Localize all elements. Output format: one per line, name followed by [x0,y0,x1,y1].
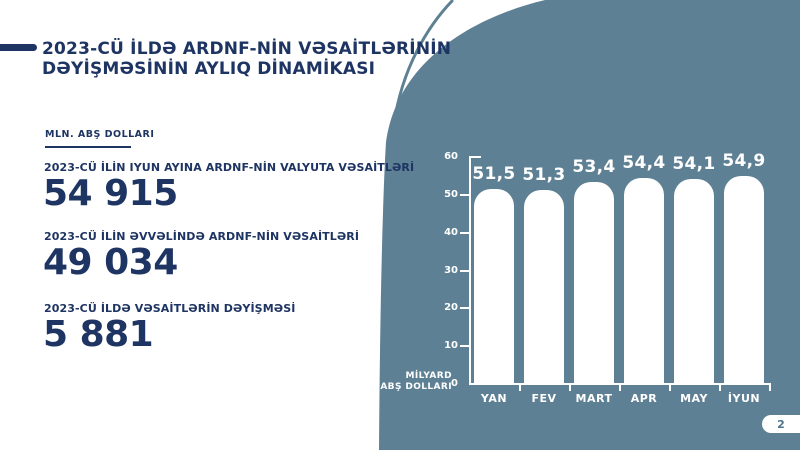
y-axis-top-segment [470,156,481,158]
page-number: 2 [777,417,785,431]
bar-value-label: 54,1 [672,154,716,175]
y-axis-tick-label: 10 [444,340,458,352]
x-axis-tick [519,384,521,391]
y-axis-title-line2: ABŞ DOLLARI [380,382,452,392]
bar-chart: MİLYARD ABŞ DOLLARI 0 10 20 30 40 50 60 51,5 YAN… [380,150,800,430]
bar-value-label: 51,3 [522,164,566,185]
x-axis-tick [619,384,621,391]
stat-value-assets-start-of-year: 49 034 [43,242,178,283]
y-axis-title: MİLYARD ABŞ DOLLARI [380,371,452,393]
bar [524,189,564,384]
y-axis-tick-label: 50 [444,188,458,200]
stat-value-currency-assets-june: 54 915 [43,173,178,214]
page-number-pill: 2 [762,415,800,433]
y-axis-tick-label: 60 [444,151,458,162]
bar-value-label: 54,9 [722,151,766,172]
stat-label-assets-change: 2023-CÜ İLDƏ VƏSAİTLƏRİN DƏYİŞMƏSİ [44,302,296,315]
y-axis-tick [460,307,470,310]
y-axis-title-line1: MİLYARD [405,371,452,381]
x-axis-label: İYUN [727,392,761,405]
x-axis-tick [569,384,571,391]
x-axis-label: FEV [531,392,557,405]
x-axis-tick [719,384,721,391]
y-axis-tick [460,193,470,196]
stat-value-assets-change: 5 881 [43,314,154,355]
bar [574,181,614,384]
x-axis-label: MART [575,392,613,405]
x-axis-tick [669,384,671,391]
y-axis-tick [460,231,470,234]
y-axis-line [469,156,471,385]
y-axis-tick-label: 30 [444,264,458,276]
title-dash-decoration [0,44,37,51]
unit-label-underline [45,146,131,148]
unit-label: MLN. ABŞ DOLLARI [45,129,155,140]
swoosh-arc-icon [392,0,454,126]
x-axis-label: APR [630,392,658,405]
stat-label-currency-assets-june: 2023-CÜ İLİN IYUN AYINA ARDNF-NİN VALYUT… [44,161,415,174]
bar [674,179,714,384]
bar-value-label: 54,4 [622,153,666,174]
y-axis-tick-label: 20 [444,302,458,314]
x-axis-tick [769,384,771,391]
x-axis-label: MAY [680,392,708,405]
y-axis-tick-label: 40 [444,226,458,238]
y-axis-tick-label: 0 [451,378,458,389]
bar-value-label: 51,5 [472,164,516,185]
bar-value-label: 53,4 [572,156,616,177]
y-axis-tick [460,345,470,348]
bar [624,178,664,384]
page-title: 2023-CÜ İLDƏ ARDNF-NİN VƏSAİTLƏRİNİN DƏY… [42,39,451,79]
page-title-line2: DƏYİŞMƏSİNİN AYLIQ DİNAMİKASI [42,59,376,79]
y-axis-tick [460,269,470,272]
page-title-line1: 2023-CÜ İLDƏ ARDNF-NİN VƏSAİTLƏRİNİN [42,39,452,59]
stat-label-assets-start-of-year: 2023-CÜ İLİN ƏVVƏLİNDƏ ARDNF-NİN VƏSAİTL… [44,230,360,243]
bar [474,189,514,384]
x-axis-label: YAN [480,392,508,405]
bar [724,176,764,384]
